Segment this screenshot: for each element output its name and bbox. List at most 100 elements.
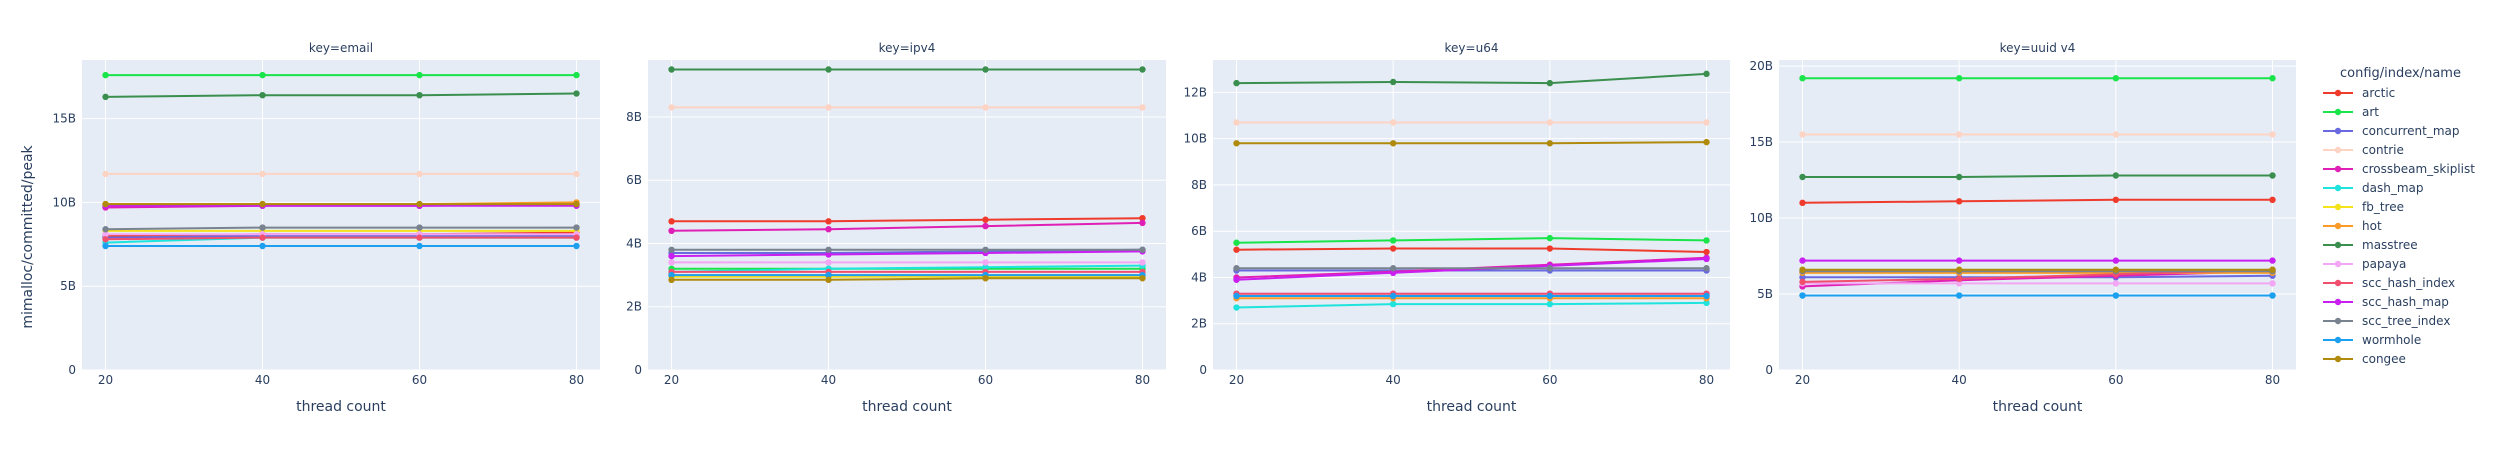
legend-item-art[interactable]: art [2323,105,2379,119]
data-point [1955,292,1963,299]
series-masstree [668,66,1146,73]
plot-background [82,60,600,370]
legend-item-hot[interactable]: hot [2323,219,2382,233]
data-point [1389,245,1397,252]
data-point [668,271,675,279]
data-point [416,242,423,250]
series-wormhole [1799,292,2276,299]
series-line [1236,301,1707,309]
data-point [102,71,109,79]
data-point [259,71,266,79]
data-point [259,234,266,241]
y-tick-label: 20B [1749,59,1773,73]
data-point [1139,259,1146,266]
series-line [671,264,1143,273]
data-point [1955,75,1963,82]
data-point [1233,265,1240,272]
data-point [573,71,580,79]
y-tick-label: 2B [1191,317,1207,331]
series-line [105,226,577,231]
data-point [1389,78,1397,86]
data-point [1389,269,1397,277]
legend-item-congee[interactable]: congee [2323,352,2406,366]
data-point [2269,131,2276,138]
y-tick-label: 10B [1749,211,1773,225]
data-point [2112,292,2120,299]
legend-item-masstree[interactable]: masstree [2323,238,2418,252]
data-point [102,200,109,208]
data-point [259,170,266,178]
data-point [1389,292,1397,300]
plot-background [648,60,1166,370]
data-point [1955,198,1963,205]
legend-swatch-marker [2334,355,2342,363]
legend-item-crossbeam_skiplist[interactable]: crossbeam_skiplist [2323,162,2475,176]
legend-label: scc_hash_index [2362,276,2455,290]
legend-swatch-marker [2334,298,2342,306]
data-point [2112,131,2120,138]
y-tick-label: 10B [1183,132,1207,146]
legend-item-arctic[interactable]: arctic [2323,86,2395,100]
series-line [671,250,1143,258]
legend-label: fb_tree [2362,200,2404,214]
data-point [1546,234,1554,242]
series-line [1236,258,1707,281]
series-line [1802,174,2273,178]
data-point [1955,275,1963,283]
data-point [1139,214,1146,222]
data-point [668,104,675,111]
data-point [2112,266,2120,273]
legend-item-scc_tree_index[interactable]: scc_tree_index [2323,314,2450,328]
data-point [1546,265,1554,272]
data-point [259,91,266,99]
legend-item-dash_map[interactable]: dash_map [2323,181,2424,195]
legend-item-scc_hash_index[interactable]: scc_hash_index [2323,276,2455,290]
data-point [1546,292,1554,300]
series-line [105,234,577,239]
data-point [825,276,832,284]
data-point [1546,140,1554,147]
y-tick-label: 0 [1199,363,1207,377]
y-tick-label: 8B [1191,178,1207,192]
series-scc_hash_index [102,234,580,243]
legend-swatch-marker [2334,127,2342,135]
data-point [2269,257,2276,264]
legend-label: art [2362,105,2379,119]
data-point [2269,75,2276,82]
legend-item-contrie[interactable]: contrie [2323,143,2404,157]
legend-item-wormhole[interactable]: wormhole [2323,333,2421,347]
series-line [1802,198,2273,204]
x-tick-label: 80 [569,373,584,387]
x-tick-label: 20 [98,373,113,387]
data-point [573,90,580,97]
legend-item-fb_tree[interactable]: fb_tree [2323,200,2404,214]
series-line [1236,141,1707,145]
panel: 20 40 60 80 0 5B 10B 15B 20B key=uuid v4 thread co… [1749,41,2296,415]
legend-label: congee [2362,352,2406,366]
data-point [1799,75,1806,82]
legend-item-concurrent_map[interactable]: concurrent_map [2323,124,2460,138]
data-point [982,216,989,223]
x-tick-label: 80 [1699,373,1714,387]
x-tick-label: 60 [1542,373,1557,387]
series-masstree [1799,172,2276,181]
y-tick-label: 8B [626,110,642,124]
data-point [1139,219,1146,227]
data-point [416,170,423,178]
y-tick-label: 5B [60,279,76,293]
x-tick-label: 60 [412,373,427,387]
x-tick-label: 40 [821,373,836,387]
series-art [1799,75,2276,82]
y-tick-label: 0 [634,363,642,377]
series-scc_hash_map [1799,257,2276,264]
series-dash_map [1233,299,1710,311]
panel: 20 40 60 80 0 5B 10B 15B key=email thread count [52,41,600,415]
x-tick-label: 20 [664,373,679,387]
series-masstree [1233,70,1710,87]
legend-item-papaya[interactable]: papaya [2323,257,2406,271]
series-arctic [1799,196,2276,207]
data-point [1703,237,1710,244]
series-wormhole [102,242,580,250]
legend-item-scc_hash_map[interactable]: scc_hash_map [2323,295,2449,309]
x-axis-title: thread count [1993,399,2083,415]
